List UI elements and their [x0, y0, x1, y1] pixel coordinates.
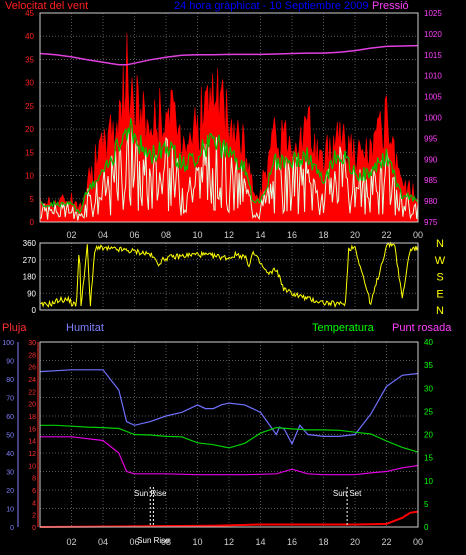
p1-ytick-left-45: 45 — [25, 9, 34, 18]
p3-ytick-humidity-90: 90 — [6, 359, 14, 366]
p1-xtick-02: 02 — [66, 230, 76, 240]
p1-xtick-14: 14 — [255, 230, 265, 240]
p3-ytick-temp-10: 10 — [424, 477, 433, 486]
p3-ytick-temp-0: 0 — [424, 523, 429, 532]
p1-ytick-left-15: 15 — [25, 148, 34, 157]
p1-xtick-20: 20 — [350, 230, 360, 240]
p3-xtick-08: 08 — [161, 537, 171, 547]
p1-ytick-left-0: 0 — [30, 218, 35, 227]
p3-ytick-temp-30: 30 — [424, 384, 433, 393]
p3-ytick-humidity-100: 100 — [2, 340, 14, 347]
p1-ytick-right-980: 980 — [424, 197, 438, 206]
p2-compass-0-N: N — [436, 238, 444, 250]
p2-ytick-0: 0 — [32, 306, 37, 315]
p3-ytick-temp-25: 25 — [424, 407, 433, 416]
p1-xtick-04: 04 — [98, 230, 108, 240]
p1-ytick-left-10: 10 — [25, 172, 34, 181]
p3-ytick-humidity-70: 70 — [6, 396, 14, 403]
p3-xtick-18: 18 — [318, 537, 328, 547]
p1-ytick-right-975: 975 — [424, 218, 438, 227]
p1-ytick-right-985: 985 — [424, 176, 438, 185]
p3-ytick-rain-30: 30 — [28, 340, 36, 347]
p3-xtick-00: 00 — [413, 537, 423, 547]
p3-ytick-humidity-10: 10 — [6, 507, 14, 514]
p1-ytick-left-30: 30 — [25, 79, 34, 88]
p3-xtick-12: 12 — [224, 537, 234, 547]
p2-compass-4-N: N — [436, 305, 444, 317]
p1-ytick-right-1020: 1020 — [424, 30, 442, 39]
p1-ytick-right-1005: 1005 — [424, 93, 442, 102]
p3-ytick-humidity-0: 0 — [10, 525, 14, 532]
p3-ytick-rain-20: 20 — [28, 402, 36, 409]
p3-ytick-temp-5: 5 — [424, 500, 429, 509]
p3-ytick-rain-4: 4 — [32, 500, 36, 507]
p2-ytick-180: 180 — [23, 273, 37, 282]
p3-ytick-humidity-20: 20 — [6, 488, 14, 495]
p2-ytick-90: 90 — [27, 289, 36, 298]
p3-ytick-rain-26: 26 — [28, 365, 36, 372]
p3-ytick-rain-8: 8 — [32, 476, 36, 483]
series-dew-point — [40, 437, 418, 475]
p3-ytick-rain-18: 18 — [28, 414, 36, 421]
p2-compass-1-W: W — [435, 255, 446, 267]
p3-xtick-16: 16 — [287, 537, 297, 547]
p3-ytick-rain-22: 22 — [28, 389, 36, 396]
p1-xtick-12: 12 — [224, 230, 234, 240]
p1-ytick-left-5: 5 — [30, 195, 35, 204]
p3-ytick-humidity-60: 60 — [6, 414, 14, 421]
p1-xtick-08: 08 — [161, 230, 171, 240]
p3-xtick-10: 10 — [192, 537, 202, 547]
p1-ytick-right-990: 990 — [424, 155, 438, 164]
p1-ytick-left-25: 25 — [25, 102, 34, 111]
p3-ytick-rain-10: 10 — [28, 463, 36, 470]
p3-ytick-humidity-40: 40 — [6, 451, 14, 458]
p3-ytick-temp-15: 15 — [424, 454, 433, 463]
p3-ytick-rain-24: 24 — [28, 377, 36, 384]
p1-xtick-16: 16 — [287, 230, 297, 240]
p1-ytick-left-40: 40 — [25, 32, 34, 41]
p1-xtick-22: 22 — [381, 230, 391, 240]
p1-ytick-right-995: 995 — [424, 134, 438, 143]
p3-ytick-humidity-80: 80 — [6, 377, 14, 384]
p3-ytick-rain-2: 2 — [32, 513, 36, 520]
p2-compass-2-S: S — [436, 272, 443, 284]
annotation-sun-2: Sun Set — [333, 489, 362, 498]
p1-xtick-06: 06 — [129, 230, 139, 240]
p3-ytick-humidity-30: 30 — [6, 470, 14, 477]
p1-xtick-18: 18 — [318, 230, 328, 240]
p3-ytick-temp-40: 40 — [424, 338, 433, 347]
p1-ytick-right-1000: 1000 — [424, 114, 442, 123]
p3-ytick-rain-28: 28 — [28, 352, 36, 359]
p3-ytick-temp-20: 20 — [424, 431, 433, 440]
annotation-sun-0: Sun Rise — [134, 489, 167, 498]
p3-xtick-06: 06 — [129, 537, 139, 547]
p3-xtick-14: 14 — [255, 537, 265, 547]
p3-xtick-02: 02 — [66, 537, 76, 547]
p3-ytick-temp-35: 35 — [424, 361, 433, 370]
p1-ytick-right-1010: 1010 — [424, 72, 442, 81]
p1-xtick-00: 00 — [413, 230, 423, 240]
p1-xtick-10: 10 — [192, 230, 202, 240]
p3-xtick-22: 22 — [381, 537, 391, 547]
p2-compass-3-E: E — [436, 288, 443, 300]
p1-ytick-right-1025: 1025 — [424, 9, 442, 18]
p1-ytick-left-20: 20 — [25, 125, 34, 134]
p3-ytick-rain-0: 0 — [32, 525, 36, 532]
p2-ytick-270: 270 — [23, 256, 37, 265]
p3-ytick-rain-16: 16 — [28, 426, 36, 433]
p1-ytick-right-1015: 1015 — [424, 51, 442, 60]
p3-ytick-rain-12: 12 — [28, 451, 36, 458]
p2-ytick-360: 360 — [23, 239, 37, 248]
p3-ytick-rain-6: 6 — [32, 488, 36, 495]
p3-xtick-04: 04 — [98, 537, 108, 547]
p3-ytick-humidity-50: 50 — [6, 433, 14, 440]
p1-ytick-left-35: 35 — [25, 55, 34, 64]
p3-xtick-20: 20 — [350, 537, 360, 547]
p3-ytick-rain-14: 14 — [28, 439, 36, 446]
